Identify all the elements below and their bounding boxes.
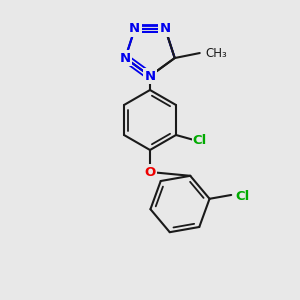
Text: N: N [120,52,131,64]
Text: N: N [129,22,140,35]
Text: N: N [144,70,156,83]
Text: O: O [144,166,156,178]
Text: Cl: Cl [235,190,250,203]
Text: CH₃: CH₃ [206,46,227,59]
Text: N: N [160,22,171,35]
Text: Cl: Cl [193,134,207,146]
